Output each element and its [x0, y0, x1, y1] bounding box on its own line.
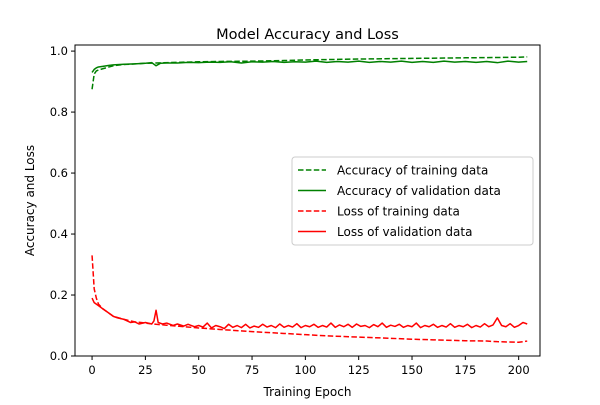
y-tick-label: 0.4 — [50, 227, 68, 241]
y-tick-label: 0.2 — [50, 288, 68, 302]
legend-label: Loss of validation data — [337, 225, 472, 239]
chart-title: Model Accuracy and Loss — [216, 27, 399, 43]
series-line-accuracy-of-training-data — [91, 56, 528, 90]
x-tick-label: 150 — [401, 363, 423, 377]
y-tick-label: 0.8 — [50, 105, 68, 119]
y-tick-label: 0.0 — [50, 349, 68, 363]
legend-label: Accuracy of validation data — [337, 184, 501, 198]
y-tick-label: 0.6 — [50, 166, 68, 180]
x-tick-label: 100 — [294, 363, 316, 377]
y-axis-ticks: 0.0 0.2 0.4 0.6 0.8 1.0 — [50, 44, 75, 363]
x-axis-ticks: 0 25 50 75 100 125 150 175 200 — [88, 356, 530, 377]
x-tick-label: 0 — [88, 363, 95, 377]
x-tick-label: 200 — [508, 363, 530, 377]
x-tick-label: 175 — [454, 363, 476, 377]
plot-frame — [74, 44, 541, 357]
series-line-loss-of-training-data — [91, 255, 528, 344]
x-axis-label: Training Epoch — [263, 385, 352, 399]
legend-box — [291, 156, 534, 246]
series-line-loss-of-validation-data — [91, 297, 528, 330]
x-tick-label: 125 — [348, 363, 370, 377]
y-axis-label: Accuracy and Loss — [23, 145, 37, 256]
x-tick-label: 50 — [191, 363, 206, 377]
legend-label: Loss of training data — [337, 205, 460, 219]
y-tick-label: 1.0 — [50, 44, 68, 58]
legend-label: Accuracy of training data — [337, 164, 488, 178]
x-tick-label: 75 — [245, 363, 260, 377]
legend: Accuracy of training data Accuracy of val… — [291, 156, 534, 246]
series-line-accuracy-of-validation-data — [91, 60, 528, 73]
series-layer — [91, 56, 528, 344]
x-tick-label: 25 — [138, 363, 153, 377]
